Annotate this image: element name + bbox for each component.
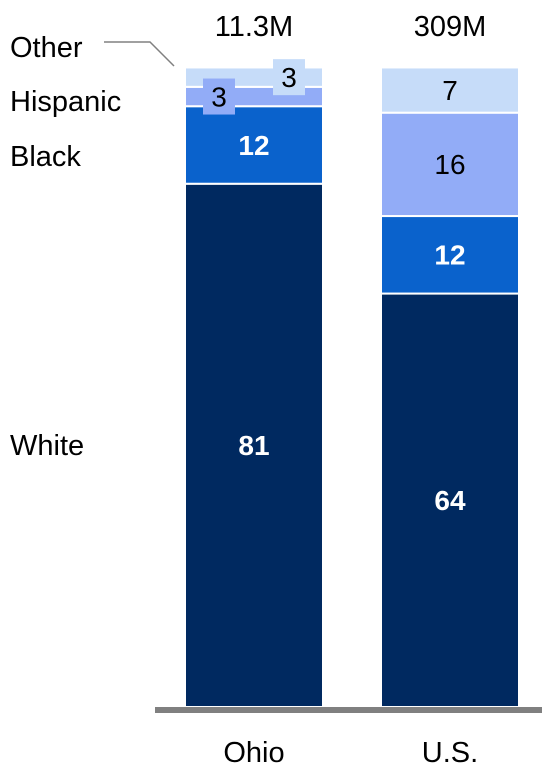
category-label-ohio: Ohio xyxy=(223,737,284,769)
white-segment-us xyxy=(380,292,520,708)
value-labels-group: 81 12 3 3 64 12 16 7 xyxy=(203,59,466,516)
white-segment-ohio xyxy=(184,182,324,709)
total-label-ohio: 11.3M xyxy=(215,11,293,43)
hispanic-value-label-us: 16 xyxy=(434,149,465,180)
category-label-us: U.S. xyxy=(422,737,478,769)
white-value-label-ohio: 81 xyxy=(238,430,269,461)
legend-label-other: Other xyxy=(10,32,83,64)
white-value-label-us: 64 xyxy=(434,485,466,516)
other-value-label-ohio: 3 xyxy=(281,62,297,93)
legend-label-hispanic: Hispanic xyxy=(10,86,121,118)
black-segment-ohio xyxy=(184,105,324,185)
black-value-label-us: 12 xyxy=(434,240,465,271)
legend-leader-other xyxy=(104,41,175,67)
hispanic-value-label-ohio: 3 xyxy=(211,81,227,112)
other-label-box-ohio xyxy=(273,59,305,96)
other-segment-us xyxy=(380,66,520,114)
hispanic-label-box-ohio xyxy=(203,78,235,115)
other-value-label-us: 7 xyxy=(442,75,458,106)
legend-label-white: White xyxy=(10,430,84,462)
legend-label-black: Black xyxy=(10,141,81,173)
black-value-label-ohio: 12 xyxy=(238,130,269,161)
total-label-us: 309M xyxy=(414,11,487,43)
hispanic-segment-us xyxy=(380,111,520,218)
bars-group xyxy=(184,66,520,709)
